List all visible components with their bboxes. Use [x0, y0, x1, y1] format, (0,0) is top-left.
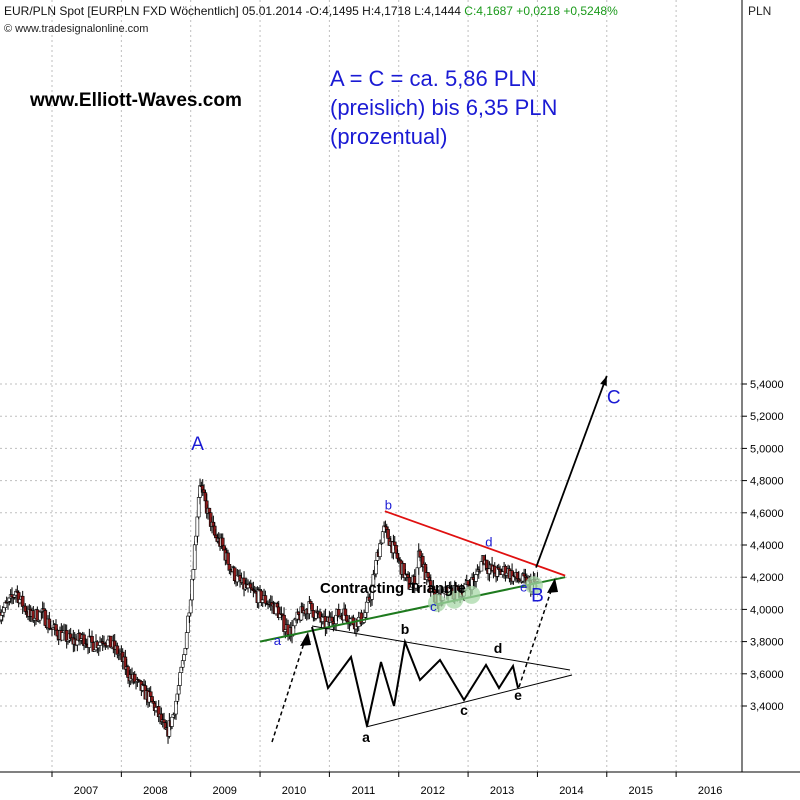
wave-label-d: d: [485, 535, 492, 550]
y-tick-label: 4,0000: [750, 604, 784, 616]
x-tick-label: 2009: [212, 785, 236, 797]
projection-arrow: [535, 375, 608, 568]
wave-label-B: B: [531, 585, 544, 606]
change-values: C:4,1687 +0,0218 +0,5248%: [460, 4, 618, 18]
touch-circle: [445, 590, 464, 609]
candle-body: [207, 507, 212, 513]
schematic-label-e: e: [514, 687, 522, 703]
y-tick-label: 4,8000: [750, 476, 784, 488]
wave-label-C: C: [607, 387, 621, 408]
candle-body: [386, 529, 390, 539]
triangle-title: Contracting Triangle: [320, 580, 466, 597]
y-tick-label: 3,8000: [750, 637, 784, 649]
wave-label-c: c: [430, 599, 437, 614]
touch-circle: [427, 593, 446, 612]
x-tick-label: 2016: [698, 785, 722, 797]
schematic-label-a: a: [362, 729, 370, 745]
candle-body: [226, 552, 230, 565]
candle-body: [178, 672, 182, 686]
overlays: [259, 375, 608, 643]
wave-labels: Ab c d e B Ca: [191, 387, 620, 648]
source-label: © www.tradesignalonline.com: [4, 23, 149, 35]
x-tick-label: 2007: [74, 785, 98, 797]
x-tick-label: 2010: [282, 785, 306, 797]
y-tick-label: 3,6000: [750, 669, 784, 681]
y-tick-label: 4,6000: [750, 508, 784, 520]
schematic-lower-line: [365, 674, 573, 728]
schematic-entry-arrowhead: [300, 632, 311, 646]
y-tick-label: 5,2000: [750, 411, 784, 423]
projection-arrowhead: [600, 375, 607, 386]
schematic-label-c: c: [460, 702, 468, 718]
candle-body: [182, 654, 186, 661]
site-watermark: www.Elliott-Waves.com: [30, 90, 242, 111]
candle-body: [308, 601, 313, 604]
candle-body: [310, 603, 314, 611]
schematic-upper-line: [311, 625, 571, 671]
schematic-exit-arrowhead: [547, 578, 558, 593]
x-tick-label: 2014: [559, 785, 583, 797]
touch-circle: [524, 576, 543, 595]
touch-circle: [462, 585, 481, 604]
schematic-entry-arrow: [271, 639, 306, 743]
wave-label-b: b: [385, 498, 392, 513]
schematic-label-b: b: [401, 621, 410, 637]
y-tick-label: 5,0000: [750, 443, 784, 455]
wave-label-a: a: [274, 633, 282, 648]
instrument-label: EUR/PLN Spot [EURPLN FXD Wöchentlich] 05…: [4, 4, 303, 18]
triangle-schematic: a b c d e: [271, 578, 573, 745]
candle-body: [190, 578, 194, 601]
x-tick-label: 2013: [490, 785, 514, 797]
schematic-waves: [311, 626, 519, 727]
target-note-line-2: (preislich) bis 6,35 PLN: [330, 95, 558, 120]
candle-body: [170, 716, 174, 727]
candle-body: [184, 632, 189, 649]
schematic-exit-arrow: [518, 587, 553, 688]
candle-body: [191, 569, 196, 580]
target-note: A = C = ca. 5,86 PLN (preislich) bis 6,3…: [330, 64, 557, 151]
candle-body: [195, 516, 200, 537]
y-tick-label: 4,4000: [750, 540, 784, 552]
candle-body: [474, 574, 478, 582]
x-tick-label: 2008: [143, 785, 167, 797]
unit-label: PLN: [748, 4, 772, 18]
candle-body: [378, 543, 382, 557]
chart-header: EUR/PLN Spot [EURPLN FXD Wöchentlich] 05…: [4, 4, 618, 18]
candle-body: [364, 601, 369, 613]
wave-label-A: A: [191, 434, 204, 455]
target-note-line-3: (prozentual): [330, 124, 448, 149]
y-tick-label: 3,4000: [750, 701, 784, 713]
wave-label-e: e: [520, 580, 527, 595]
target-note-line-1: A = C = ca. 5,86 PLN: [330, 66, 537, 91]
y-tick-label: 4,2000: [750, 572, 784, 584]
schematic-label-d: d: [494, 640, 503, 656]
y-tick-label: 5,4000: [750, 379, 784, 391]
lower-trendline: [259, 576, 566, 643]
x-tick-label: 2011: [352, 785, 376, 797]
x-tick-label: 2015: [629, 785, 653, 797]
upper-trendline: [384, 510, 566, 577]
candle-body: [343, 608, 348, 616]
ohlc-values: -O:4,1495 H:4,1718 L:4,1444: [302, 4, 461, 18]
x-tick-label: 2012: [420, 785, 444, 797]
